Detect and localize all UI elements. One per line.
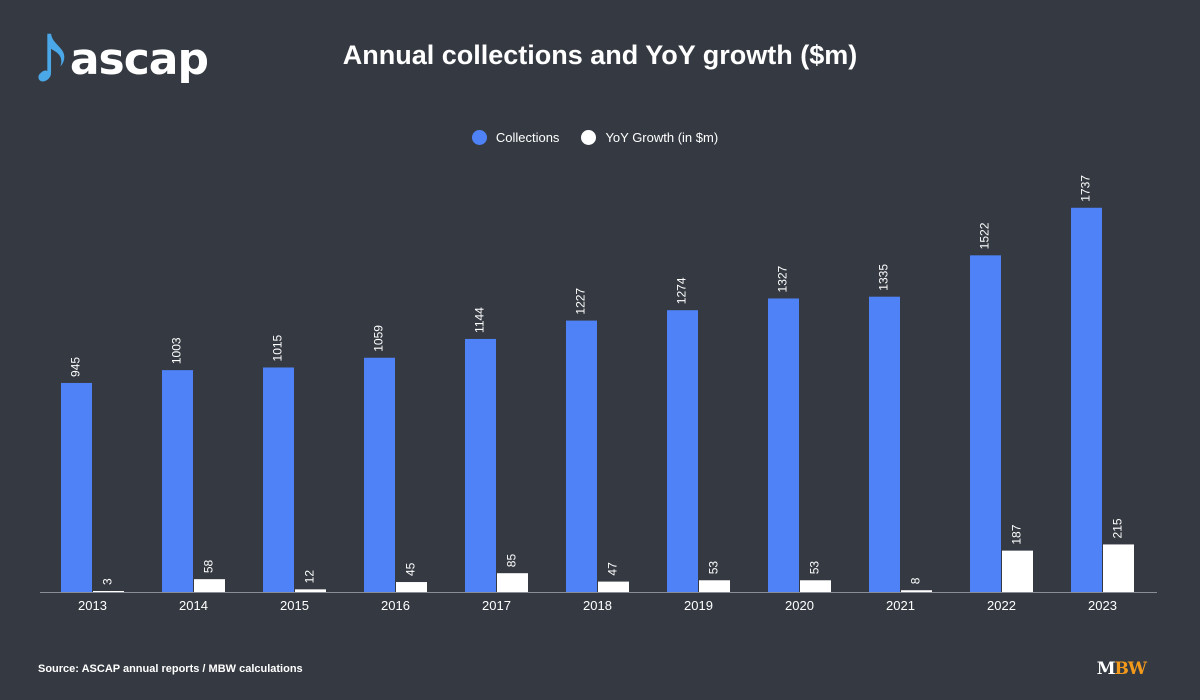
data-label-collections: 1522 [978, 222, 992, 249]
bar-collections [263, 367, 294, 592]
bar-growth [598, 581, 629, 592]
bar-collections [566, 320, 597, 592]
bar-growth [396, 582, 427, 592]
x-tick-label: 2021 [886, 598, 915, 613]
source-note: Source: ASCAP annual reports / MBW calcu… [38, 663, 303, 675]
bar-growth [800, 580, 831, 592]
ascap-logo: ascap [38, 28, 209, 88]
data-label-growth: 3 [101, 578, 115, 585]
x-tick-label: 2014 [179, 598, 208, 613]
legend: Collections YoY Growth (in $m) [0, 130, 1190, 145]
bar-growth [901, 590, 932, 592]
bar-collections [970, 255, 1001, 592]
mbw-logo: MBW [1096, 659, 1147, 679]
bar-collections [869, 296, 900, 592]
data-label-growth: 47 [606, 562, 620, 576]
music-note-icon [38, 33, 65, 82]
bar-growth [1002, 550, 1033, 592]
data-label-growth: 45 [404, 562, 418, 576]
data-label-collections: 1274 [675, 277, 689, 304]
bar-growth [699, 580, 730, 592]
data-label-growth: 53 [707, 561, 721, 575]
x-tick-label: 2023 [1088, 598, 1117, 613]
data-label-collections: 1737 [1079, 175, 1093, 202]
data-label-collections: 1015 [271, 334, 285, 361]
data-label-collections: 1003 [170, 337, 184, 364]
legend-item-growth[interactable]: YoY Growth (in $m) [581, 130, 718, 145]
x-tick-label: 2019 [684, 598, 713, 613]
bar-growth [295, 589, 326, 592]
x-tick-label: 2013 [78, 598, 107, 613]
x-tick-label: 2016 [381, 598, 410, 613]
data-label-growth: 85 [505, 554, 519, 568]
data-label-growth: 12 [303, 570, 317, 584]
logo-text: ascap [69, 33, 209, 85]
bar-collections [162, 370, 193, 592]
bar-growth [497, 573, 528, 592]
x-tick-label: 2015 [280, 598, 309, 613]
data-label-collections: 1144 [473, 307, 487, 333]
x-tick-label: 2020 [785, 598, 814, 613]
data-label-collections: 1059 [372, 325, 386, 352]
chart-title: Annual collections and YoY growth ($m) [342, 40, 858, 70]
bar-collections [61, 382, 92, 592]
legend-label-growth: YoY Growth (in $m) [605, 130, 719, 145]
data-label-growth: 8 [909, 577, 923, 584]
bar-collections [667, 310, 698, 592]
data-label-growth: 215 [1111, 518, 1125, 538]
data-label-collections: 945 [69, 357, 83, 377]
legend-swatch-collections [471, 130, 487, 145]
bar-growth [93, 591, 124, 592]
legend-swatch-growth [581, 130, 597, 145]
data-label-collections: 1227 [574, 288, 588, 315]
x-tick-label: 2018 [583, 598, 612, 613]
data-label-growth: 187 [1010, 524, 1024, 544]
bar-collections [1071, 207, 1102, 592]
x-tick-label: 2017 [482, 598, 511, 613]
data-label-collections: 1335 [877, 264, 891, 291]
bar-collections [364, 357, 395, 592]
bar-growth [1103, 544, 1134, 592]
bar-collections [465, 338, 496, 592]
bar-growth [194, 579, 225, 592]
x-tick-label: 2022 [987, 598, 1016, 613]
legend-label-collections: Collections [495, 130, 560, 145]
bar-collections [768, 298, 799, 592]
data-label-collections: 1327 [776, 265, 790, 292]
data-label-growth: 58 [202, 559, 216, 573]
legend-item-collections[interactable]: Collections [471, 130, 560, 145]
data-label-growth: 53 [808, 561, 822, 575]
